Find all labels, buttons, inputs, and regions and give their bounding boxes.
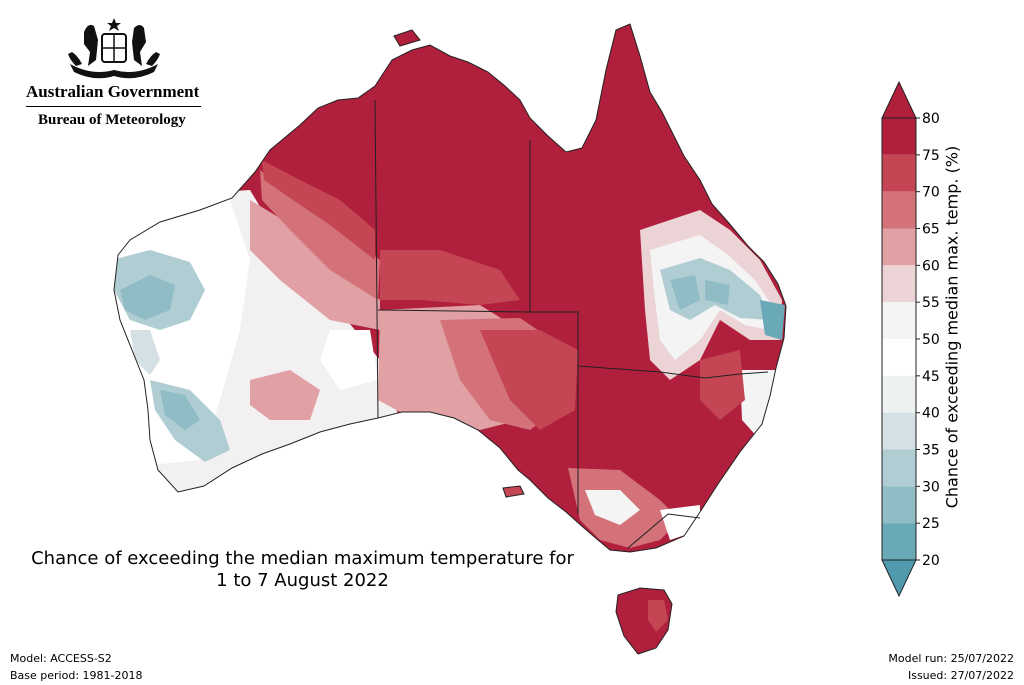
model-run-label: Model run: 25/07/2022 — [888, 652, 1014, 665]
colorbar-tick-label: 50 — [922, 332, 940, 348]
map-title-line2: 1 to 7 August 2022 — [216, 570, 389, 591]
colorbar-tick-label: 60 — [922, 258, 940, 274]
colorbar-band — [882, 339, 916, 376]
colorbar-band — [882, 191, 916, 229]
colorbar-band — [882, 412, 916, 450]
colorbar-band — [882, 154, 916, 192]
colorbar-tick-label: 30 — [922, 479, 940, 495]
colorbar-tick-label: 40 — [922, 406, 940, 422]
colorbar-tick-label: 70 — [922, 185, 940, 201]
colorbar-tick-label: 80 — [922, 111, 940, 127]
base-period-label: Base period: 1981-2018 — [10, 669, 143, 682]
gov-divider — [26, 106, 201, 107]
colorbar-tick-label: 45 — [922, 369, 940, 385]
colorbar-tick-label: 75 — [922, 148, 940, 164]
colorbar-band — [882, 375, 916, 413]
colorbar-band — [882, 523, 916, 560]
colorbar-under-arrow — [881, 559, 917, 598]
colorbar-legend: 80 75 70 65 60 55 50 45 40 35 30 25 20 — [881, 80, 940, 598]
colorbar-band — [882, 449, 916, 487]
issued-label: Issued: 27/07/2022 — [907, 669, 1014, 682]
colorbar-tick-label: 35 — [922, 443, 940, 459]
coat-of-arms-icon — [68, 18, 160, 79]
colorbar-tick-label: 55 — [922, 295, 940, 311]
colorbar-band — [882, 265, 916, 303]
colorbar-label: Chance of exceeding median max. temp. (%… — [942, 145, 962, 509]
colorbar-over-arrow — [881, 80, 917, 119]
colorbar-band — [882, 228, 916, 266]
model-label: Model: ACCESS-S2 — [10, 652, 112, 665]
colorbar-band — [882, 486, 916, 524]
colorbar-band — [882, 302, 916, 339]
gov-title: Australian Government — [26, 82, 200, 101]
colorbar-tick-label: 25 — [922, 516, 940, 532]
colorbar-band — [882, 118, 916, 155]
bureau-name: Bureau of Meteorology — [38, 112, 186, 128]
colorbar-tick-label: 20 — [922, 553, 940, 569]
map-title-line1: Chance of exceeding the median maximum t… — [31, 548, 574, 569]
colorbar-tick-label: 65 — [922, 222, 940, 238]
map-title: Chance of exceeding the median maximum t… — [0, 548, 605, 592]
